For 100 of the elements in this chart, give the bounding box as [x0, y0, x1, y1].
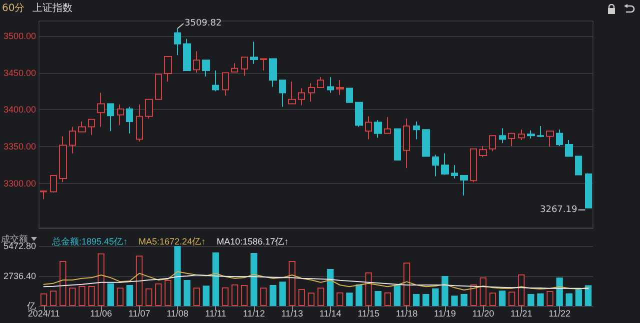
candlestick: [88, 118, 95, 136]
x-tick-label: 11/13: [281, 308, 304, 318]
x-tick-label: 11/15: [358, 308, 380, 318]
bar: [528, 294, 534, 306]
x-tick-label: 11/20: [472, 308, 494, 318]
bar: [566, 293, 572, 306]
bar: [107, 283, 114, 306]
bar: [394, 285, 401, 306]
bar: [575, 289, 582, 306]
line-series: [43, 274, 589, 290]
bar: [164, 280, 172, 306]
candlestick: [40, 190, 47, 200]
bar: [498, 290, 506, 306]
candlestick: [69, 126, 76, 154]
candlestick: [374, 120, 382, 138]
candlestick: [336, 80, 344, 96]
bar: [432, 288, 439, 306]
y-tick-label: 3300.00: [3, 178, 36, 189]
bar: [98, 253, 104, 306]
bar: [346, 292, 353, 306]
candlestick: [136, 104, 143, 142]
x-tick-label: 11/14: [319, 308, 342, 318]
bar: [460, 294, 468, 306]
bar: [412, 294, 420, 306]
candlestick: [384, 116, 391, 134]
bar: [270, 285, 276, 306]
candlestick: [546, 130, 554, 148]
candlestick: [537, 125, 544, 138]
bar: [403, 262, 410, 306]
x-tick-label: 2024/11: [28, 308, 60, 318]
candlestick: [413, 121, 420, 140]
y-tick-label: 2736.40: [3, 271, 36, 281]
candlestick: [279, 80, 286, 108]
y-tick-label: 3350.00: [3, 142, 36, 152]
candlestick: [575, 156, 582, 176]
candlestick: [422, 129, 430, 157]
candlestick: [355, 102, 363, 128]
bar: [184, 280, 190, 306]
candlestick: [346, 88, 353, 104]
y-tick-label: 3400.00: [3, 104, 36, 115]
candlestick: [479, 145, 487, 158]
bar: [279, 282, 286, 306]
bar: [336, 292, 344, 306]
candlestick: [508, 132, 515, 146]
candlestick: [585, 172, 592, 208]
chart-title: 上证指数: [32, 3, 73, 14]
bar: [231, 284, 238, 306]
bar: [88, 286, 95, 306]
candlestick: [212, 70, 219, 92]
candlestick: [317, 76, 324, 88]
candlestick: [432, 154, 439, 177]
candlestick: [174, 28, 181, 56]
x-tick-label: 11/07: [128, 308, 150, 318]
bar: [136, 256, 143, 306]
candlestick: [107, 103, 114, 132]
bar: [451, 296, 458, 306]
bar: [480, 277, 486, 306]
bar: [288, 261, 296, 306]
bar: [326, 269, 334, 306]
text: MA5:1672.24亿↑: [138, 236, 206, 246]
candlestick: [117, 104, 124, 126]
candlestick: [499, 128, 506, 144]
candlestick: [250, 41, 258, 64]
bar: [508, 292, 516, 306]
x-tick-label: 11/08: [166, 308, 188, 318]
x-tick-label: 11/12: [242, 308, 265, 318]
bar: [356, 284, 362, 306]
text: MA10:1586.17亿↑: [216, 236, 289, 246]
y-tick-label: 亿: [26, 301, 36, 311]
candlestick: [145, 98, 153, 120]
bar: [250, 253, 258, 306]
x-tick-label: 11/18: [396, 308, 418, 318]
x-tick-label: 11/22: [548, 308, 570, 318]
series-label: 总金额:1895.45亿↑: [51, 236, 128, 246]
bar: [193, 288, 200, 306]
bar: [116, 288, 124, 306]
bar: [50, 290, 57, 306]
bar: [202, 286, 210, 306]
bar: [442, 276, 448, 306]
candlestick: [298, 88, 305, 106]
candlestick: [441, 152, 449, 176]
candlestick: [202, 60, 210, 77]
annotation: 3267.19: [540, 204, 578, 215]
bar: [78, 286, 86, 306]
candlestick: [403, 118, 410, 169]
bar: [308, 292, 315, 306]
annotation: 3509.82: [184, 18, 222, 29]
x-tick-label: 11/19: [434, 308, 456, 318]
candlestick: [183, 38, 191, 72]
bar: [241, 285, 248, 306]
candlestick: [269, 58, 277, 88]
candlestick: [460, 175, 468, 196]
bar: [374, 291, 382, 306]
bar: [174, 246, 181, 306]
candlestick: [518, 129, 525, 141]
candlestick: [50, 175, 57, 194]
candlestick: [451, 164, 458, 179]
candlestick: [556, 129, 563, 146]
candlestick: [126, 106, 133, 134]
candlestick: [308, 82, 315, 102]
